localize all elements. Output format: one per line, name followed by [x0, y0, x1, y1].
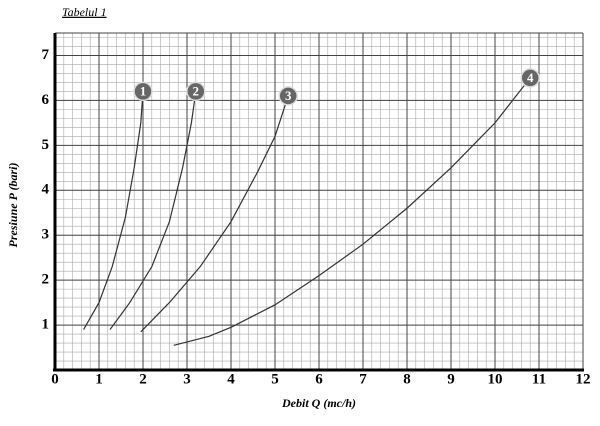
x-tick-label: 9: [447, 371, 455, 387]
y-tick-label: 2: [42, 272, 50, 288]
series-marker: [186, 81, 206, 102]
x-tick-label: 7: [359, 371, 367, 387]
x-tick-label: 10: [488, 371, 503, 387]
legend-label: 1: [140, 83, 147, 98]
x-tick-label: 5: [271, 371, 279, 387]
x-tick-label: 2: [139, 371, 147, 387]
y-tick-label: 6: [42, 92, 50, 108]
y-tick-label: 4: [42, 182, 50, 198]
y-tick-label: 7: [42, 47, 50, 63]
y-tick-label: 3: [42, 227, 50, 243]
x-tick-label: 1: [95, 371, 103, 387]
series-marker: [133, 81, 153, 102]
legend-label: 4: [527, 70, 534, 85]
legend-label: 3: [285, 88, 292, 103]
legend-label: 2: [193, 83, 200, 98]
x-axis-label: Debit Q (mc/h): [281, 396, 356, 410]
line: [109, 91, 197, 330]
series-marker: [520, 68, 540, 88]
x-tick-label: 12: [576, 371, 591, 387]
line: [83, 91, 144, 330]
line: [173, 77, 531, 346]
y-tick-label: 1: [42, 317, 50, 333]
y-tick-label: 5: [42, 137, 50, 153]
x-tick-label: 8: [403, 371, 411, 387]
x-tick-label: 11: [532, 371, 546, 387]
x-tick-label: 0: [51, 371, 59, 387]
y-axis-label: Presiune P (bari): [6, 163, 20, 248]
series-marker: [278, 86, 298, 106]
x-tick-label: 4: [227, 371, 235, 387]
x-tick-label: 6: [315, 371, 323, 387]
chart-title: Tabelul 1: [62, 5, 107, 19]
x-tick-label: 3: [183, 371, 191, 387]
line: [140, 95, 289, 333]
